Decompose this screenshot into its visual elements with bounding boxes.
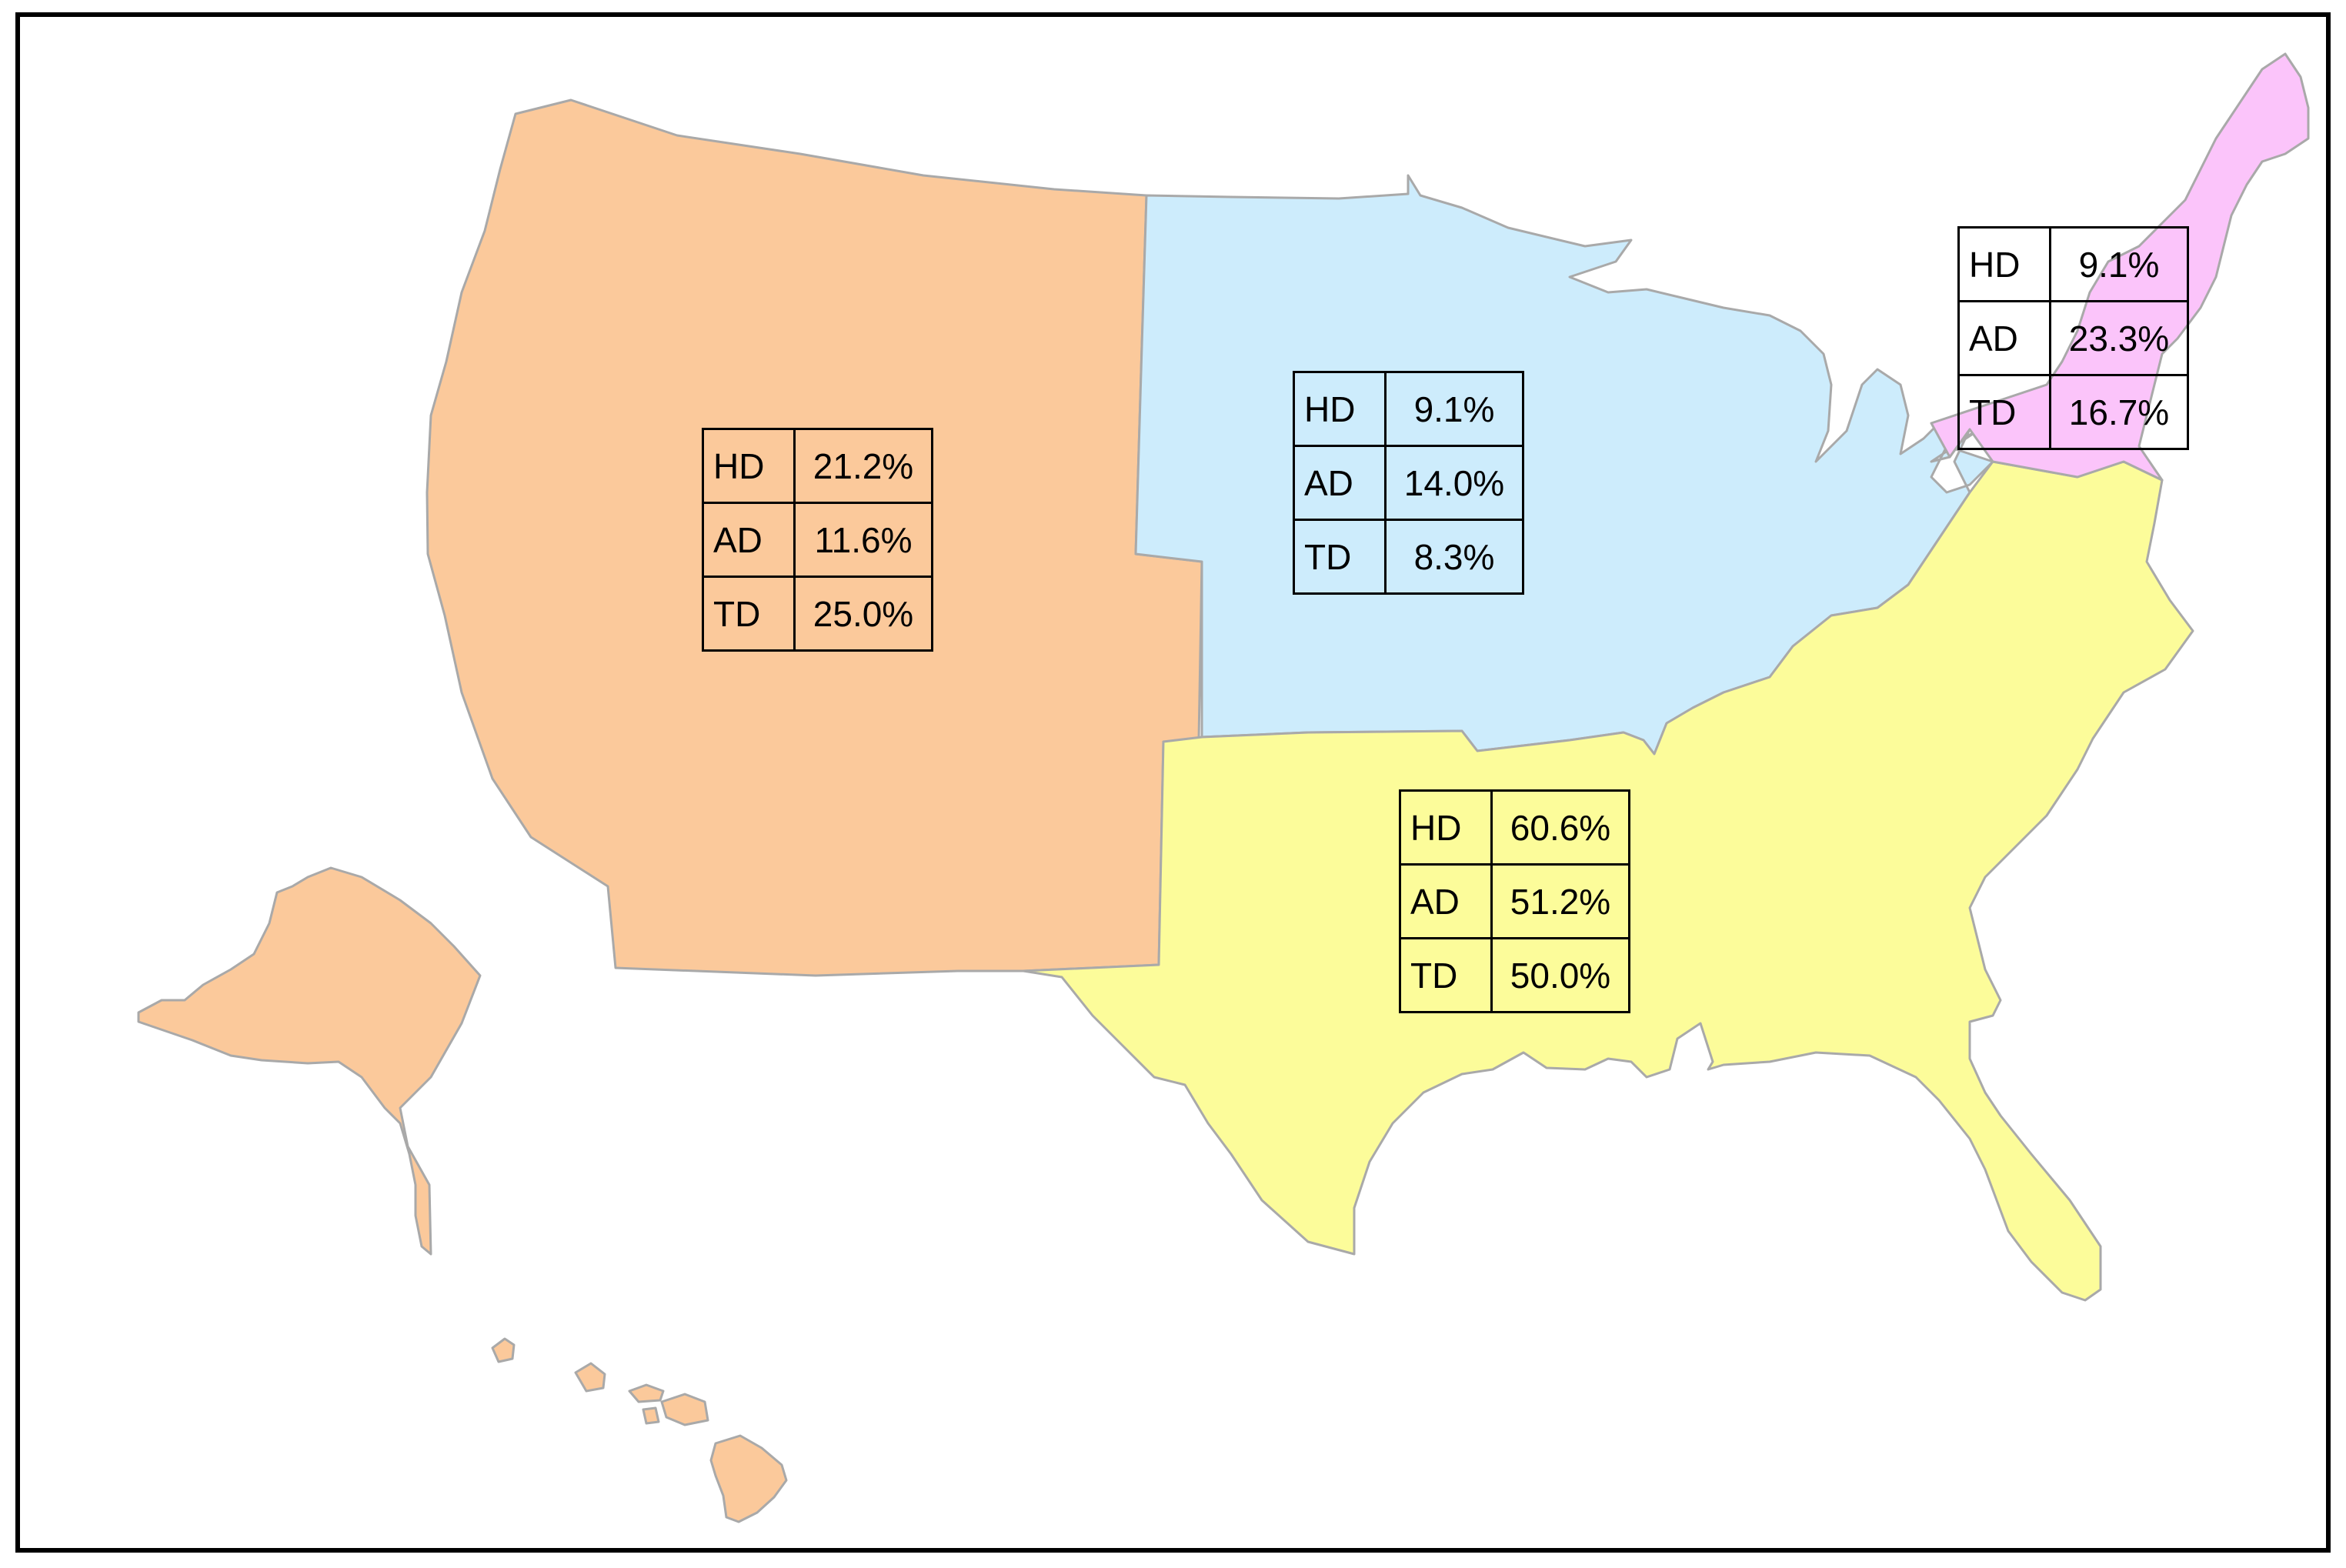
- region-west-hawaii-oahu-shape: [491, 1337, 516, 1363]
- region-west-hawaii-kauai-shape: [574, 1362, 606, 1393]
- region-west-alaska-shape: [137, 866, 482, 1256]
- metric-value: 25.0%: [793, 575, 933, 652]
- metric-label: HD: [702, 428, 796, 504]
- stats-row-hd: HD 9.1%: [1957, 226, 2189, 302]
- metric-value: 8.3%: [1384, 519, 1524, 595]
- stats-row-ad: AD 11.6%: [702, 502, 933, 578]
- south-stats-table: HD 60.6% AD 51.2% TD 50.0%: [1399, 789, 1630, 1013]
- metric-label: HD: [1293, 371, 1387, 447]
- west-stats-table: HD 21.2% AD 11.6% TD 25.0%: [702, 428, 933, 652]
- metric-value: 21.2%: [793, 428, 933, 504]
- stats-row-hd: HD 9.1%: [1293, 371, 1524, 447]
- metric-value: 9.1%: [2049, 226, 2189, 302]
- metric-label: AD: [1293, 445, 1387, 521]
- stats-row-ad: AD 14.0%: [1293, 445, 1524, 521]
- stats-row-td: TD 8.3%: [1293, 519, 1524, 595]
- region-west-hawaii-big-island-shape: [709, 1434, 788, 1523]
- stats-row-td: TD 50.0%: [1399, 937, 1630, 1013]
- metric-label: HD: [1399, 789, 1493, 866]
- metric-value: 50.0%: [1490, 937, 1630, 1013]
- metric-value: 23.3%: [2049, 300, 2189, 376]
- metric-value: 9.1%: [1384, 371, 1524, 447]
- metric-label: AD: [1957, 300, 2051, 376]
- region-west-hawaii-maui-shape: [660, 1393, 709, 1426]
- metric-value: 60.6%: [1490, 789, 1630, 866]
- metric-label: HD: [1957, 226, 2051, 302]
- metric-label: TD: [1399, 937, 1493, 1013]
- stats-row-hd: HD 21.2%: [702, 428, 933, 504]
- metric-label: AD: [702, 502, 796, 578]
- stats-row-td: TD 16.7%: [1957, 374, 2189, 450]
- stats-row-ad: AD 51.2%: [1399, 863, 1630, 939]
- metric-label: TD: [1957, 374, 2051, 450]
- northeast-stats-table: HD 9.1% AD 23.3% TD 16.7%: [1957, 226, 2189, 450]
- metric-value: 14.0%: [1384, 445, 1524, 521]
- region-west-hawaii-lanai-shape: [642, 1406, 660, 1425]
- metric-label: TD: [1293, 519, 1387, 595]
- stats-row-ad: AD 23.3%: [1957, 300, 2189, 376]
- region-west-hawaii-molokai-shape: [628, 1383, 665, 1403]
- stats-row-hd: HD 60.6%: [1399, 789, 1630, 866]
- metric-value: 51.2%: [1490, 863, 1630, 939]
- stats-row-td: TD 25.0%: [702, 575, 933, 652]
- metric-value: 16.7%: [2049, 374, 2189, 450]
- metric-label: AD: [1399, 863, 1493, 939]
- metric-label: TD: [702, 575, 796, 652]
- midwest-stats-table: HD 9.1% AD 14.0% TD 8.3%: [1293, 371, 1524, 595]
- metric-value: 11.6%: [793, 502, 933, 578]
